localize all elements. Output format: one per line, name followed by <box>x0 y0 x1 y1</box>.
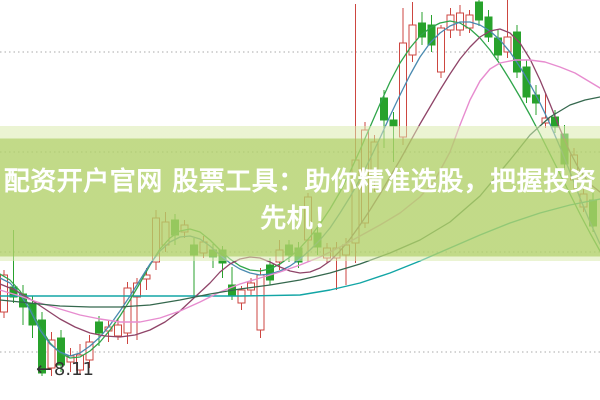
left-arrow-icon: ← <box>36 358 52 380</box>
low-price-value: 8.11 <box>53 359 94 380</box>
low-price-annotation: ← 8.11 <box>36 358 94 380</box>
promo-banner-line1: 配资开户官网 股票工具：助你精准选股，把握投资 <box>3 167 597 197</box>
promo-banner-text: 配资开户官网 股票工具：助你精准选股，把握投资 先机！ <box>0 139 600 238</box>
promo-banner[interactable]: 配资开户官网 股票工具：助你精准选股，把握投资 先机！ <box>0 126 600 261</box>
promo-banner-line2: 先机！ <box>260 204 340 234</box>
